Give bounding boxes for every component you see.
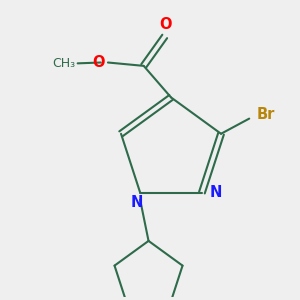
Text: Br: Br: [257, 107, 275, 122]
Text: N: N: [209, 185, 222, 200]
Text: O: O: [92, 55, 105, 70]
Text: N: N: [130, 195, 143, 210]
Text: O: O: [159, 17, 172, 32]
Text: CH₃: CH₃: [52, 57, 76, 70]
